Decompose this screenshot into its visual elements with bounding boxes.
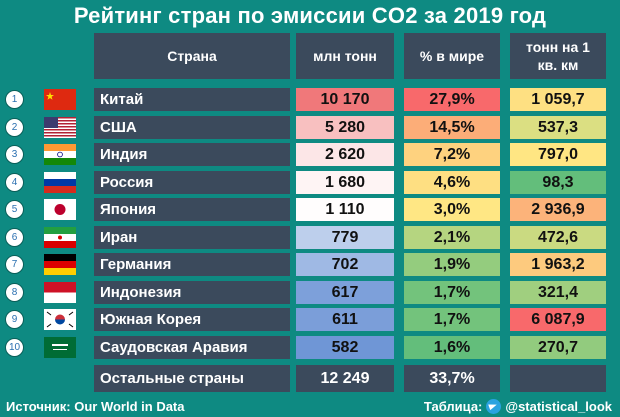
mt-cell: 779	[296, 225, 394, 249]
table-row: 6 Иран 779 2,1% 472,6	[0, 225, 620, 250]
table-row: 7 Германия 702 1,9% 1 963,2	[0, 252, 620, 277]
mt-cell: 5 280	[296, 115, 394, 139]
mt-cell: 611	[296, 308, 394, 331]
country-name: Индонезия	[94, 280, 290, 304]
share-cell: 1,7%	[404, 308, 500, 331]
table-label: Таблица:	[423, 399, 483, 414]
usa-flag	[44, 116, 76, 138]
per-km-cell: 797,0	[510, 143, 606, 166]
country-name: Индия	[94, 143, 290, 166]
rank-badge: 2	[5, 117, 24, 137]
japan-flag	[44, 199, 76, 220]
other-countries-row: Остальные страны 12 249 33,7%	[0, 365, 620, 392]
header-share: % в мире	[404, 33, 500, 79]
per-km-cell: 1 963,2	[510, 253, 606, 276]
per-km-cell: 270,7	[510, 335, 606, 359]
other-share-cell: 33,7%	[404, 365, 500, 392]
share-cell: 2,1%	[404, 225, 500, 249]
telegram-handle: @statistical_look	[505, 399, 612, 414]
table-row: 9 Южная Корея 611 1,7% 6 087,9	[0, 307, 620, 332]
table-row: 3 Индия 2 620 7,2% 797,0	[0, 142, 620, 167]
per-km-cell: 98,3	[510, 170, 606, 194]
mt-cell: 1 680	[296, 170, 394, 194]
russia-flag	[44, 171, 76, 193]
table-row: 4 Россия 1 680 4,6% 98,3	[0, 170, 620, 195]
table-row: 5 Япония 1 110 3,0% 2 936,9	[0, 197, 620, 222]
other-mt-cell: 12 249	[296, 365, 394, 392]
header-mt: млн тонн	[296, 33, 394, 79]
rank-badge: 8	[5, 282, 24, 302]
country-name: Россия	[94, 170, 290, 194]
rank-badge: 4	[5, 172, 24, 192]
header-per-km-line2: кв. км	[537, 57, 579, 73]
table-row: 2 США 5 280 14,5% 537,3	[0, 115, 620, 140]
china-flag	[44, 89, 76, 110]
rank-badge: 7	[5, 255, 24, 274]
country-name: Саудовская Аравия	[94, 335, 290, 359]
mt-cell: 582	[296, 335, 394, 359]
header-country: Страна	[94, 33, 290, 79]
header-per-km: тонн на 1 кв. км	[510, 33, 606, 79]
per-km-cell: 6 087,9	[510, 308, 606, 331]
mt-cell: 702	[296, 253, 394, 276]
country-name: Иран	[94, 225, 290, 249]
per-km-cell: 2 936,9	[510, 198, 606, 221]
per-km-cell: 472,6	[510, 225, 606, 249]
share-cell: 14,5%	[404, 115, 500, 139]
country-name: Южная Корея	[94, 308, 290, 331]
per-km-cell: 1 059,7	[510, 88, 606, 111]
iran-flag	[44, 226, 76, 248]
india-flag	[44, 144, 76, 165]
rank-badge: 5	[5, 200, 24, 219]
table-credit: Таблица: @statistical_look	[424, 396, 612, 417]
country-name: Китай	[94, 88, 290, 111]
share-cell: 1,7%	[404, 280, 500, 304]
per-km-cell: 321,4	[510, 280, 606, 304]
telegram-icon	[486, 399, 502, 415]
rank-badge: 6	[5, 227, 24, 247]
share-cell: 1,6%	[404, 335, 500, 359]
rank-badge: 9	[5, 310, 24, 329]
rank-badge: 10	[5, 337, 24, 357]
share-cell: 4,6%	[404, 170, 500, 194]
table-row: 1 Китай 10 170 27,9% 1 059,7	[0, 87, 620, 112]
source-note: Источник: Our World in Data	[6, 399, 185, 414]
rank-badge: 1	[5, 90, 24, 109]
mt-cell: 1 110	[296, 198, 394, 221]
share-cell: 27,9%	[404, 88, 500, 111]
other-country-name: Остальные страны	[94, 365, 290, 392]
south-korea-flag	[44, 309, 76, 330]
country-name: США	[94, 115, 290, 139]
rank-badge: 3	[5, 145, 24, 164]
country-name: Япония	[94, 198, 290, 221]
table-row: 10 Саудовская Аравия 582 1,6% 270,7	[0, 335, 620, 360]
germany-flag	[44, 254, 76, 275]
indonesia-flag	[44, 281, 76, 303]
mt-cell: 2 620	[296, 143, 394, 166]
mt-cell: 617	[296, 280, 394, 304]
per-km-cell: 537,3	[510, 115, 606, 139]
table-row: 8 Индонезия 617 1,7% 321,4	[0, 280, 620, 305]
header-per-km-line1: тонн на 1	[526, 39, 590, 55]
other-per-km-cell	[510, 365, 606, 392]
mt-cell: 10 170	[296, 88, 394, 111]
share-cell: 3,0%	[404, 198, 500, 221]
share-cell: 1,9%	[404, 253, 500, 276]
share-cell: 7,2%	[404, 143, 500, 166]
saudi-arabia-flag	[44, 336, 76, 358]
page-title: Рейтинг стран по эмиссии CO2 за 2019 год	[73, 3, 547, 28]
country-name: Германия	[94, 253, 290, 276]
